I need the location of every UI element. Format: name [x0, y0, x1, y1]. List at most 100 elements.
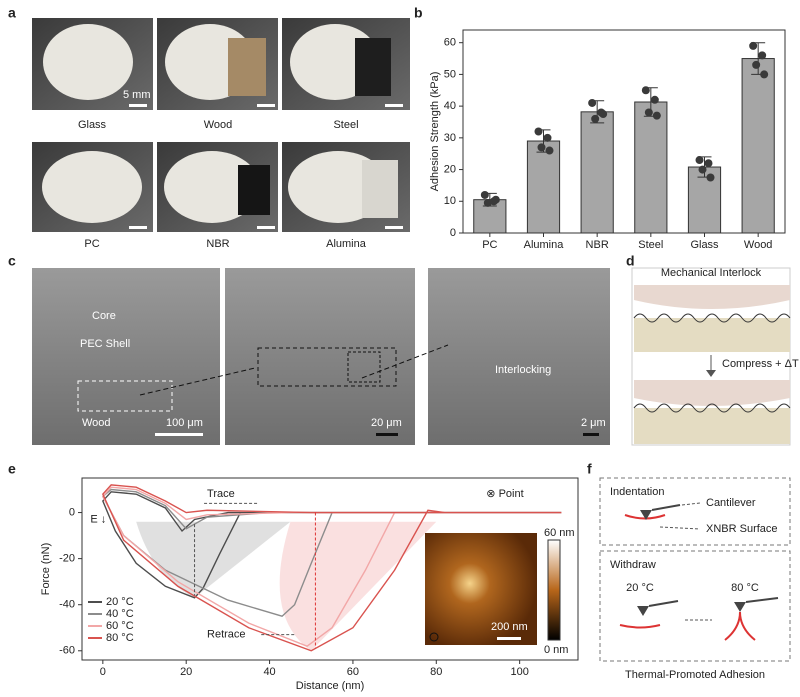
photo-label: Glass [78, 119, 107, 131]
zoom-box [347, 351, 381, 383]
shell [634, 285, 790, 309]
frame [599, 477, 791, 546]
step-label: Indentation [610, 486, 664, 498]
schematic: Indentation Cantilever XNBR Surface With… [599, 477, 791, 681]
y-axis-label: Force (nN) [40, 543, 52, 596]
sem-image [32, 268, 220, 445]
photo-label: Steel [333, 119, 358, 131]
scale-bar [129, 226, 147, 229]
data-point [534, 127, 543, 136]
bar [687, 166, 722, 234]
annotation: Retrace [207, 629, 246, 641]
sem-image [428, 268, 610, 445]
substrate [355, 38, 391, 96]
step-label: Compress + ΔT [722, 358, 799, 370]
scale-label: 100 μm [166, 417, 203, 429]
x-tick-label: 40 [263, 666, 275, 678]
arrow [139, 367, 256, 396]
data-point [537, 143, 546, 152]
tip [734, 602, 746, 612]
arrow [361, 344, 449, 379]
x-tick-label: Wood [744, 239, 773, 251]
substrate [634, 318, 790, 352]
photo-grid: 5 mm [32, 18, 410, 232]
panel-letter: f [587, 461, 592, 477]
y-tick-label: 0 [450, 227, 456, 239]
data-point [480, 190, 489, 199]
legend-label: 20 °C [106, 596, 134, 608]
sem-label: Core [92, 310, 116, 322]
zoom-box [257, 347, 397, 387]
sem-images: Core PEC Shell Wood Interlocking 100 μm … [32, 268, 610, 445]
data-point [698, 165, 707, 174]
x-tick-label: Glass [690, 239, 719, 251]
scale-bar [376, 433, 398, 436]
shade [279, 521, 437, 651]
x-tick-label: Alumina [524, 239, 565, 251]
annotation: Trace [207, 488, 235, 500]
plot-frame [81, 477, 579, 661]
scale-bar [257, 104, 275, 107]
afm-image [425, 533, 537, 645]
surface [724, 611, 756, 641]
data-point [591, 114, 600, 123]
y-tick-label: 60 [444, 37, 456, 49]
legend-label: 60 °C [106, 620, 134, 632]
legend-label: 40 °C [106, 608, 134, 620]
data-point [752, 60, 761, 69]
panel-letter: e [8, 461, 16, 477]
scale-label: 5 mm [123, 89, 151, 101]
part-label: Cantilever [706, 497, 756, 509]
x-tick-label: 100 [510, 666, 528, 678]
panel-letter: a [8, 5, 16, 21]
bar [580, 111, 614, 234]
shade [136, 521, 291, 598]
panel-letter: c [8, 253, 16, 269]
plot-frame [462, 29, 786, 234]
interface [633, 313, 791, 323]
sample [43, 24, 133, 100]
photo-label: NBR [206, 238, 229, 250]
data-point [704, 159, 713, 168]
panel-letter: b [414, 5, 423, 21]
zoom-box [77, 380, 173, 412]
panel-letter: d [626, 253, 635, 269]
scale-bar [583, 433, 599, 436]
annotation: E ↓ [90, 513, 106, 525]
y-tick-label: -20 [59, 553, 75, 565]
legend-label: 80 °C [106, 632, 134, 644]
substrate [238, 165, 270, 215]
scale-bar [257, 226, 275, 229]
point-marker [429, 632, 439, 642]
cantilever [745, 597, 779, 603]
y-tick-label: 10 [444, 195, 456, 207]
caption: Thermal-Promoted Adhesion [625, 669, 765, 681]
data-point [749, 41, 758, 50]
surface [624, 514, 666, 520]
x-axis-label: Distance (nm) [296, 680, 364, 692]
scale-label: 20 μm [371, 417, 402, 429]
y-tick-label: -60 [59, 645, 75, 657]
series-line [102, 484, 562, 652]
annotation: ⊗ Point [486, 488, 523, 500]
x-tick-label: 20 [180, 666, 192, 678]
sem-label: Wood [82, 417, 111, 429]
sem-image [225, 268, 415, 445]
cantilever [648, 600, 679, 607]
interface [633, 403, 791, 413]
data-point [758, 51, 767, 60]
pointer [681, 502, 701, 506]
data-point [760, 70, 769, 79]
scale-label: 2 μm [581, 417, 606, 429]
series-line [102, 491, 562, 599]
data-point [588, 98, 597, 107]
step-label: Withdraw [610, 559, 656, 571]
sem-label: Interlocking [495, 364, 551, 376]
temp-label: 20 °C [626, 582, 654, 594]
colorbar-label: 0 nm [544, 644, 568, 656]
substrate [362, 160, 398, 218]
y-axis-label: Adhesion Strength (kPa) [429, 72, 441, 192]
substrate [634, 408, 790, 444]
sample [164, 151, 260, 223]
